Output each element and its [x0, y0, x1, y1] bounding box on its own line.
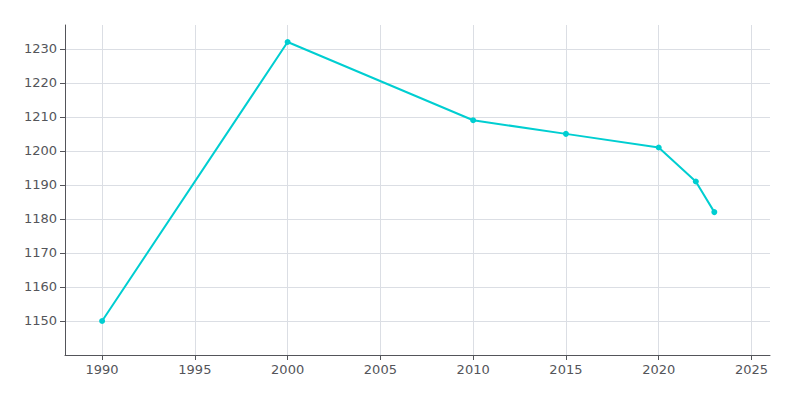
svg-text:2000: 2000 [271, 362, 304, 377]
svg-text:1990: 1990 [86, 362, 119, 377]
svg-text:1190: 1190 [24, 177, 57, 192]
svg-text:1170: 1170 [24, 245, 57, 260]
svg-text:2005: 2005 [364, 362, 397, 377]
svg-text:1160: 1160 [24, 279, 57, 294]
svg-text:2010: 2010 [457, 362, 490, 377]
svg-text:2020: 2020 [642, 362, 675, 377]
svg-text:1995: 1995 [178, 362, 211, 377]
svg-text:1230: 1230 [24, 41, 57, 56]
svg-text:2025: 2025 [735, 362, 768, 377]
svg-text:1200: 1200 [24, 143, 57, 158]
svg-text:1210: 1210 [24, 109, 57, 124]
svg-text:1150: 1150 [24, 313, 57, 328]
svg-text:2015: 2015 [549, 362, 582, 377]
svg-text:1180: 1180 [24, 211, 57, 226]
svg-text:1220: 1220 [24, 75, 57, 90]
